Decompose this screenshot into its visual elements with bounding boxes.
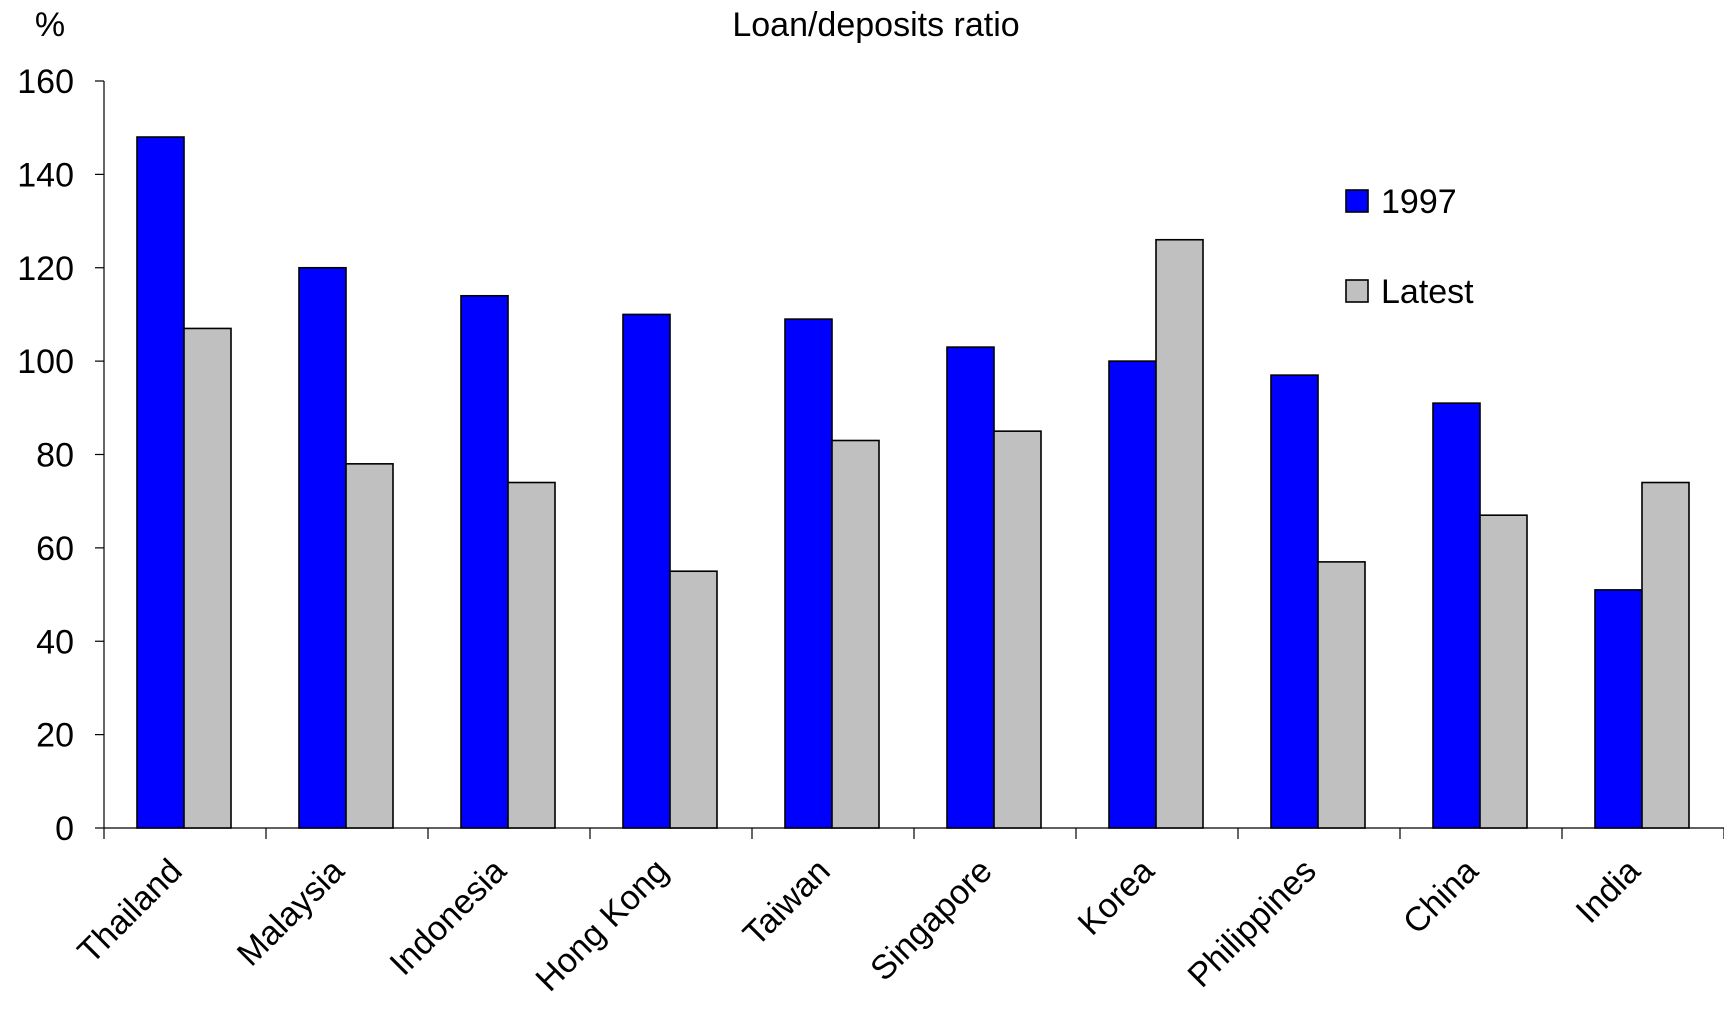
bar-1997-indonesia	[460, 294, 509, 829]
x-tick-label: Korea	[1071, 852, 1162, 943]
y-tick-label: 60	[36, 530, 74, 568]
bar-latest-taiwan	[831, 439, 880, 829]
bar-1997-china	[1432, 402, 1481, 829]
bar-latest-china	[1479, 514, 1528, 829]
y-tick-label: 160	[17, 63, 74, 101]
y-tick-label: 100	[17, 343, 74, 381]
bar-1997-india	[1594, 589, 1643, 829]
y-axis-unit-label: %	[35, 6, 65, 44]
x-tick-label: Singapore	[863, 852, 999, 988]
x-tick-label: Indonesia	[383, 852, 514, 983]
bar-1997-philippines	[1270, 374, 1319, 829]
bar-1997-hong-kong	[622, 313, 671, 829]
y-tick-label: 20	[36, 717, 74, 755]
bar-latest-singapore	[993, 430, 1042, 829]
bar-latest-indonesia	[507, 481, 556, 829]
legend-swatch-latest	[1345, 279, 1369, 303]
x-tick-label: Philippines	[1181, 852, 1324, 995]
x-tick-label: China	[1396, 852, 1486, 942]
x-tick-label: Hong Kong	[528, 852, 675, 999]
legend: 1997 Latest	[1345, 183, 1474, 311]
x-tick-label: Malaysia	[230, 852, 352, 974]
bar-1997-taiwan	[784, 318, 833, 829]
bar-1997-malaysia	[298, 266, 347, 829]
x-tick-label: India	[1569, 852, 1648, 931]
bar-latest-philippines	[1317, 561, 1366, 829]
y-tick-label: 140	[17, 156, 74, 194]
legend-swatch-1997	[1345, 189, 1369, 213]
y-tick-label: 0	[55, 810, 74, 848]
y-tick-label: 80	[36, 437, 74, 475]
bar-1997-thailand	[136, 136, 185, 829]
bar-latest-india	[1641, 481, 1690, 829]
bar-latest-thailand	[183, 327, 232, 829]
plot-area: 0 20 40 60 80 100 120 140 160 Thailand Malaysia Ind…	[17, 63, 1724, 999]
legend-label-1997: 1997	[1381, 183, 1457, 221]
bar-latest-korea	[1155, 238, 1204, 829]
y-tick-label: 120	[17, 250, 74, 288]
bar-latest-hong-kong	[669, 570, 718, 829]
bar-1997-singapore	[946, 346, 995, 829]
bar-latest-malaysia	[345, 463, 394, 829]
y-tick-label: 40	[36, 623, 74, 661]
x-tick-label: Thailand	[71, 852, 190, 971]
bar-1997-korea	[1108, 360, 1157, 829]
chart-title: Loan/deposits ratio	[732, 6, 1019, 44]
x-tick-label: Taiwan	[736, 852, 838, 954]
legend-label-latest: Latest	[1381, 273, 1474, 311]
